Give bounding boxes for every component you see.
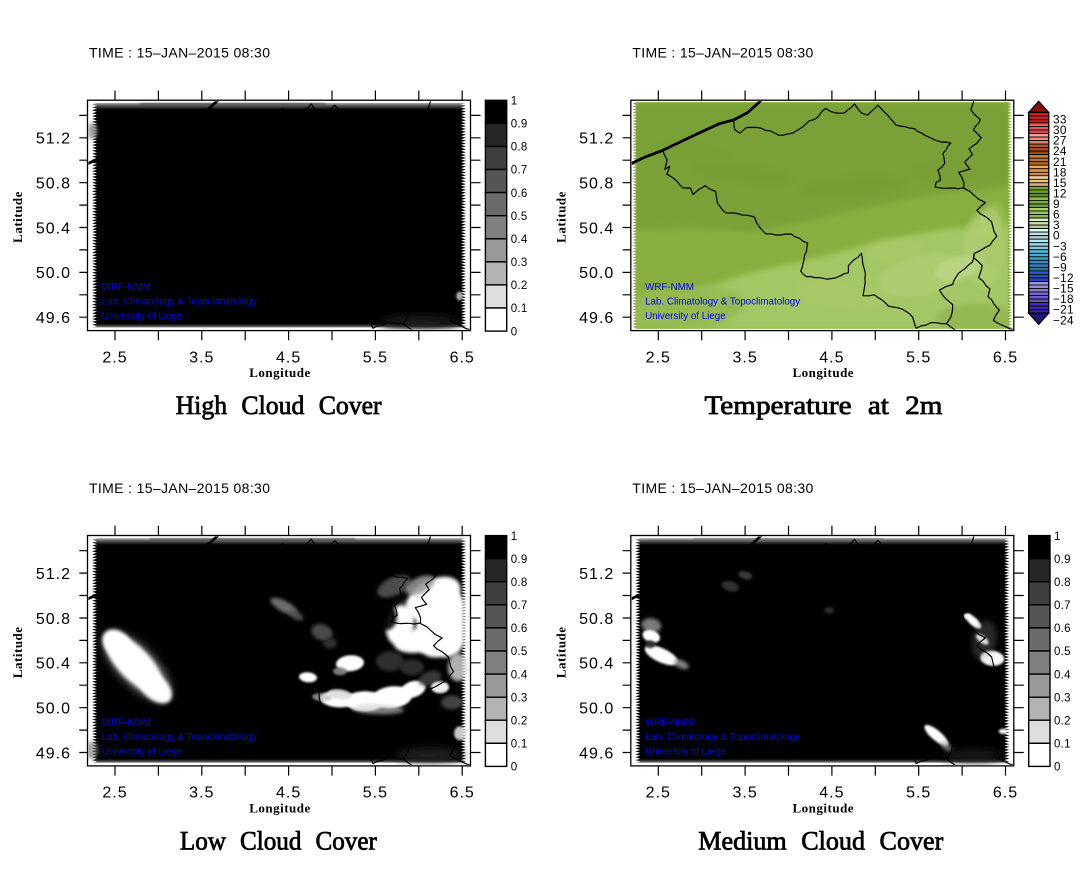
svg-text:High Cloud Cover: High Cloud Cover: [176, 391, 382, 420]
svg-text:TIME : 15–JAN–2015 08:30: TIME : 15–JAN–2015 08:30: [632, 480, 813, 496]
svg-text:Low Cloud Cover: Low Cloud Cover: [180, 826, 377, 855]
svg-text:Temperature at 2m: Temperature at 2m: [705, 391, 943, 420]
svg-text:6: 6: [1053, 208, 1060, 222]
svg-text:0: 0: [1053, 229, 1060, 243]
svg-text:18: 18: [1053, 165, 1067, 179]
svg-text:TIME : 15–JAN–2015 08:30: TIME : 15–JAN–2015 08:30: [89, 45, 270, 61]
svg-text:33: 33: [1053, 113, 1067, 127]
svg-text:−9: −9: [1053, 260, 1067, 274]
svg-text:27: 27: [1053, 134, 1067, 148]
svg-text:21: 21: [1053, 155, 1067, 169]
svg-text:−18: −18: [1053, 292, 1074, 306]
svg-text:Medium Cloud Cover: Medium Cloud Cover: [698, 826, 943, 855]
svg-text:TIME : 15–JAN–2015 08:30: TIME : 15–JAN–2015 08:30: [632, 45, 813, 61]
svg-text:−21: −21: [1053, 303, 1074, 317]
svg-text:−3: −3: [1053, 239, 1067, 253]
svg-text:12: 12: [1053, 187, 1067, 201]
svg-text:−24: −24: [1053, 313, 1074, 327]
svg-text:−12: −12: [1053, 271, 1074, 285]
svg-text:15: 15: [1053, 176, 1067, 190]
svg-text:9: 9: [1053, 197, 1060, 211]
svg-text:24: 24: [1053, 144, 1067, 158]
svg-text:−6: −6: [1053, 250, 1067, 264]
svg-text:TIME : 15–JAN–2015 08:30: TIME : 15–JAN–2015 08:30: [89, 480, 270, 496]
svg-text:3: 3: [1053, 218, 1060, 232]
svg-text:30: 30: [1053, 123, 1067, 137]
svg-text:−15: −15: [1053, 282, 1074, 296]
